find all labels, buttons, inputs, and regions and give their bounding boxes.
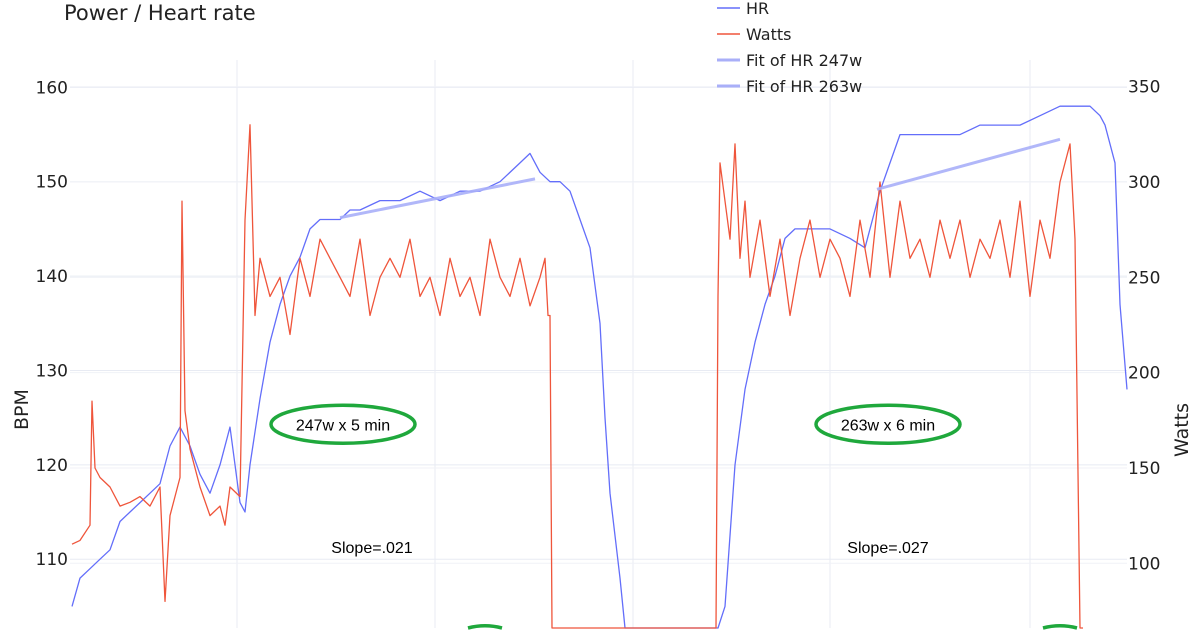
y2-tick-label: 350: [1128, 78, 1160, 98]
series-line-fit-of-hr-263w: [876, 137, 1061, 191]
y-tick-label: 110: [36, 550, 68, 570]
y-tick-label: 150: [36, 173, 68, 193]
legend-label: Fit of HR 247w: [746, 51, 862, 70]
annotation-ellipse-partial: [467, 624, 503, 630]
chart-title: Power / Heart rate: [64, 1, 256, 25]
y2-tick-label: 100: [1128, 554, 1160, 574]
y2-tick-label: 150: [1128, 459, 1160, 479]
annotation-text: Slope=.021: [331, 540, 413, 557]
annotation-ellipse: [269, 403, 417, 446]
series-line-fit-of-hr-247w: [339, 177, 536, 220]
y2-tick-label: 300: [1128, 173, 1160, 193]
legend-label: HR: [746, 0, 769, 18]
y2-axis-label: Watts: [1171, 403, 1193, 457]
series-line-hr: [71, 105, 1128, 629]
y-tick-label: 140: [36, 267, 68, 287]
series-line-watts: [71, 124, 1083, 629]
legend-label: Fit of HR 263w: [746, 77, 862, 96]
annotation-text: 247w x 5 min: [296, 417, 390, 434]
y-tick-label: 120: [36, 456, 68, 476]
annotation-ellipse-partial: [1042, 624, 1078, 630]
y-tick-label: 160: [36, 78, 68, 98]
annotation-text: 263w x 6 min: [841, 417, 935, 434]
y2-tick-label: 200: [1128, 364, 1160, 384]
legend-label: Watts: [746, 25, 791, 44]
annotation-ellipse: [814, 403, 962, 446]
annotation-text: Slope=.027: [847, 540, 929, 557]
y-tick-label: 130: [36, 361, 68, 381]
y2-tick-label: 250: [1128, 268, 1160, 288]
y-axis-label: BPM: [11, 389, 33, 430]
